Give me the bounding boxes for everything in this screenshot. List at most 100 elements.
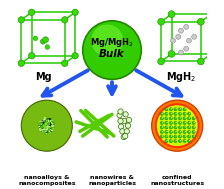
Circle shape bbox=[50, 126, 52, 127]
Circle shape bbox=[180, 140, 181, 141]
Circle shape bbox=[44, 118, 47, 120]
Circle shape bbox=[44, 124, 47, 127]
Circle shape bbox=[21, 100, 72, 151]
Circle shape bbox=[171, 38, 176, 43]
Circle shape bbox=[49, 131, 50, 132]
Text: Mg/MgH$_2$: Mg/MgH$_2$ bbox=[90, 36, 134, 49]
Circle shape bbox=[45, 124, 47, 126]
Circle shape bbox=[45, 127, 49, 130]
Circle shape bbox=[41, 126, 44, 129]
Circle shape bbox=[187, 121, 191, 125]
Circle shape bbox=[187, 117, 191, 120]
Circle shape bbox=[42, 127, 43, 129]
Circle shape bbox=[50, 119, 53, 123]
Circle shape bbox=[179, 28, 183, 33]
Circle shape bbox=[171, 135, 172, 136]
Circle shape bbox=[46, 122, 48, 125]
Circle shape bbox=[48, 129, 50, 132]
Circle shape bbox=[45, 118, 47, 120]
Circle shape bbox=[45, 121, 47, 123]
Circle shape bbox=[18, 17, 24, 23]
Circle shape bbox=[183, 121, 186, 125]
Circle shape bbox=[43, 120, 44, 121]
Circle shape bbox=[45, 130, 47, 132]
Circle shape bbox=[46, 130, 48, 132]
Circle shape bbox=[49, 127, 52, 131]
Circle shape bbox=[41, 124, 45, 127]
Circle shape bbox=[44, 129, 45, 130]
Circle shape bbox=[48, 125, 51, 128]
Circle shape bbox=[72, 9, 78, 15]
Circle shape bbox=[48, 119, 51, 121]
Circle shape bbox=[197, 18, 204, 25]
Circle shape bbox=[47, 128, 49, 130]
Circle shape bbox=[41, 130, 43, 132]
Circle shape bbox=[39, 125, 41, 126]
Text: Mg: Mg bbox=[35, 72, 51, 81]
Circle shape bbox=[47, 131, 48, 133]
Circle shape bbox=[50, 122, 51, 123]
Circle shape bbox=[43, 129, 45, 131]
Circle shape bbox=[168, 11, 175, 18]
Circle shape bbox=[176, 117, 177, 118]
Circle shape bbox=[165, 108, 168, 111]
Circle shape bbox=[185, 117, 186, 118]
Circle shape bbox=[39, 125, 42, 127]
Circle shape bbox=[45, 123, 47, 125]
Circle shape bbox=[52, 126, 55, 129]
Circle shape bbox=[49, 131, 50, 133]
Circle shape bbox=[49, 123, 52, 127]
Circle shape bbox=[43, 130, 46, 133]
Circle shape bbox=[48, 121, 50, 123]
Circle shape bbox=[50, 120, 53, 122]
Circle shape bbox=[45, 131, 46, 132]
Circle shape bbox=[180, 117, 181, 118]
Circle shape bbox=[52, 123, 54, 125]
Circle shape bbox=[46, 131, 47, 132]
Circle shape bbox=[160, 130, 164, 134]
Circle shape bbox=[171, 113, 172, 114]
Circle shape bbox=[180, 131, 181, 132]
Circle shape bbox=[49, 121, 50, 122]
Circle shape bbox=[52, 130, 53, 131]
Circle shape bbox=[47, 123, 50, 126]
Circle shape bbox=[168, 50, 175, 57]
Circle shape bbox=[47, 125, 48, 127]
Circle shape bbox=[47, 125, 48, 126]
Circle shape bbox=[44, 121, 45, 122]
Circle shape bbox=[162, 126, 163, 127]
Circle shape bbox=[41, 124, 42, 125]
Circle shape bbox=[41, 124, 43, 126]
Circle shape bbox=[183, 130, 186, 134]
Circle shape bbox=[44, 119, 45, 120]
Circle shape bbox=[45, 126, 48, 129]
Circle shape bbox=[40, 124, 43, 128]
Circle shape bbox=[45, 124, 48, 127]
Circle shape bbox=[39, 129, 41, 130]
Circle shape bbox=[49, 121, 52, 123]
Circle shape bbox=[192, 121, 195, 125]
Circle shape bbox=[40, 127, 42, 128]
Circle shape bbox=[44, 130, 47, 133]
Circle shape bbox=[194, 126, 195, 127]
Circle shape bbox=[49, 126, 50, 127]
Circle shape bbox=[47, 126, 49, 127]
Circle shape bbox=[180, 135, 181, 136]
Circle shape bbox=[50, 119, 51, 121]
Circle shape bbox=[49, 123, 52, 126]
Circle shape bbox=[44, 124, 47, 127]
Circle shape bbox=[46, 125, 48, 127]
Circle shape bbox=[178, 135, 182, 138]
Circle shape bbox=[44, 123, 47, 125]
Circle shape bbox=[46, 124, 48, 125]
Circle shape bbox=[41, 123, 43, 124]
Circle shape bbox=[49, 130, 50, 132]
Circle shape bbox=[180, 126, 181, 127]
Circle shape bbox=[48, 122, 51, 124]
Circle shape bbox=[50, 120, 54, 123]
Circle shape bbox=[169, 108, 172, 111]
Circle shape bbox=[28, 9, 35, 15]
Circle shape bbox=[189, 113, 190, 114]
Circle shape bbox=[43, 125, 45, 126]
Circle shape bbox=[39, 124, 41, 126]
